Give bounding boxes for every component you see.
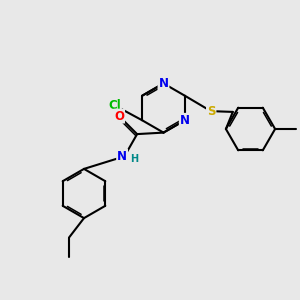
Text: N: N bbox=[117, 149, 127, 163]
Text: H: H bbox=[130, 154, 138, 164]
Text: N: N bbox=[158, 77, 169, 90]
Text: Cl: Cl bbox=[108, 99, 121, 112]
Text: S: S bbox=[207, 105, 215, 118]
Text: N: N bbox=[180, 114, 190, 127]
Text: O: O bbox=[114, 110, 124, 123]
